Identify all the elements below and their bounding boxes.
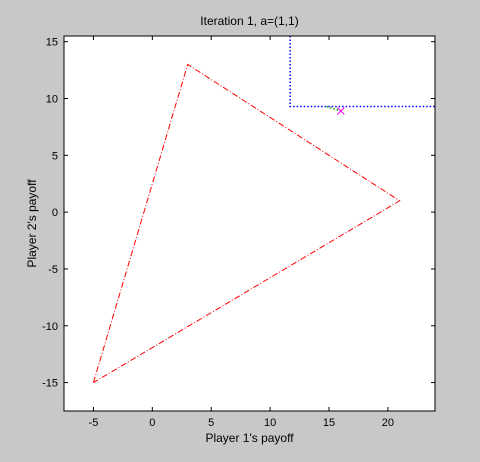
x-tick-label: 15 — [323, 417, 335, 429]
x-tick-label: 0 — [149, 417, 155, 429]
axes-frame — [63, 35, 436, 412]
series-layer — [92, 36, 435, 384]
y-tick-label: 10 — [46, 94, 58, 106]
x-tick-label: 10 — [264, 417, 276, 429]
series-line-2 — [289, 36, 435, 108]
y-axis-label: Player 2's payoff — [25, 179, 39, 268]
series-line-3 — [326, 105, 342, 112]
series-line-1 — [92, 63, 401, 384]
y-tick-label: 5 — [52, 150, 58, 162]
y-tick-label: 15 — [46, 37, 58, 49]
y-tick-label: -15 — [42, 378, 58, 390]
chart-title: Iteration 1, a=(1,1) — [200, 14, 298, 28]
y-tick-label: -5 — [48, 264, 58, 276]
x-tick-label: 5 — [208, 417, 214, 429]
marker-point-1 — [336, 107, 345, 115]
x-tick-label: -5 — [89, 417, 99, 429]
ticks-layer: -5 0 5 10 15 20 -15 -10 -5 0 5 10 15 — [42, 36, 435, 429]
y-tick-label: -10 — [42, 321, 58, 333]
x-tick-label: 20 — [382, 417, 394, 429]
y-tick-label: 0 — [52, 207, 58, 219]
x-axis-label: Player 1's payoff — [205, 431, 294, 445]
plot-area — [64, 36, 435, 411]
